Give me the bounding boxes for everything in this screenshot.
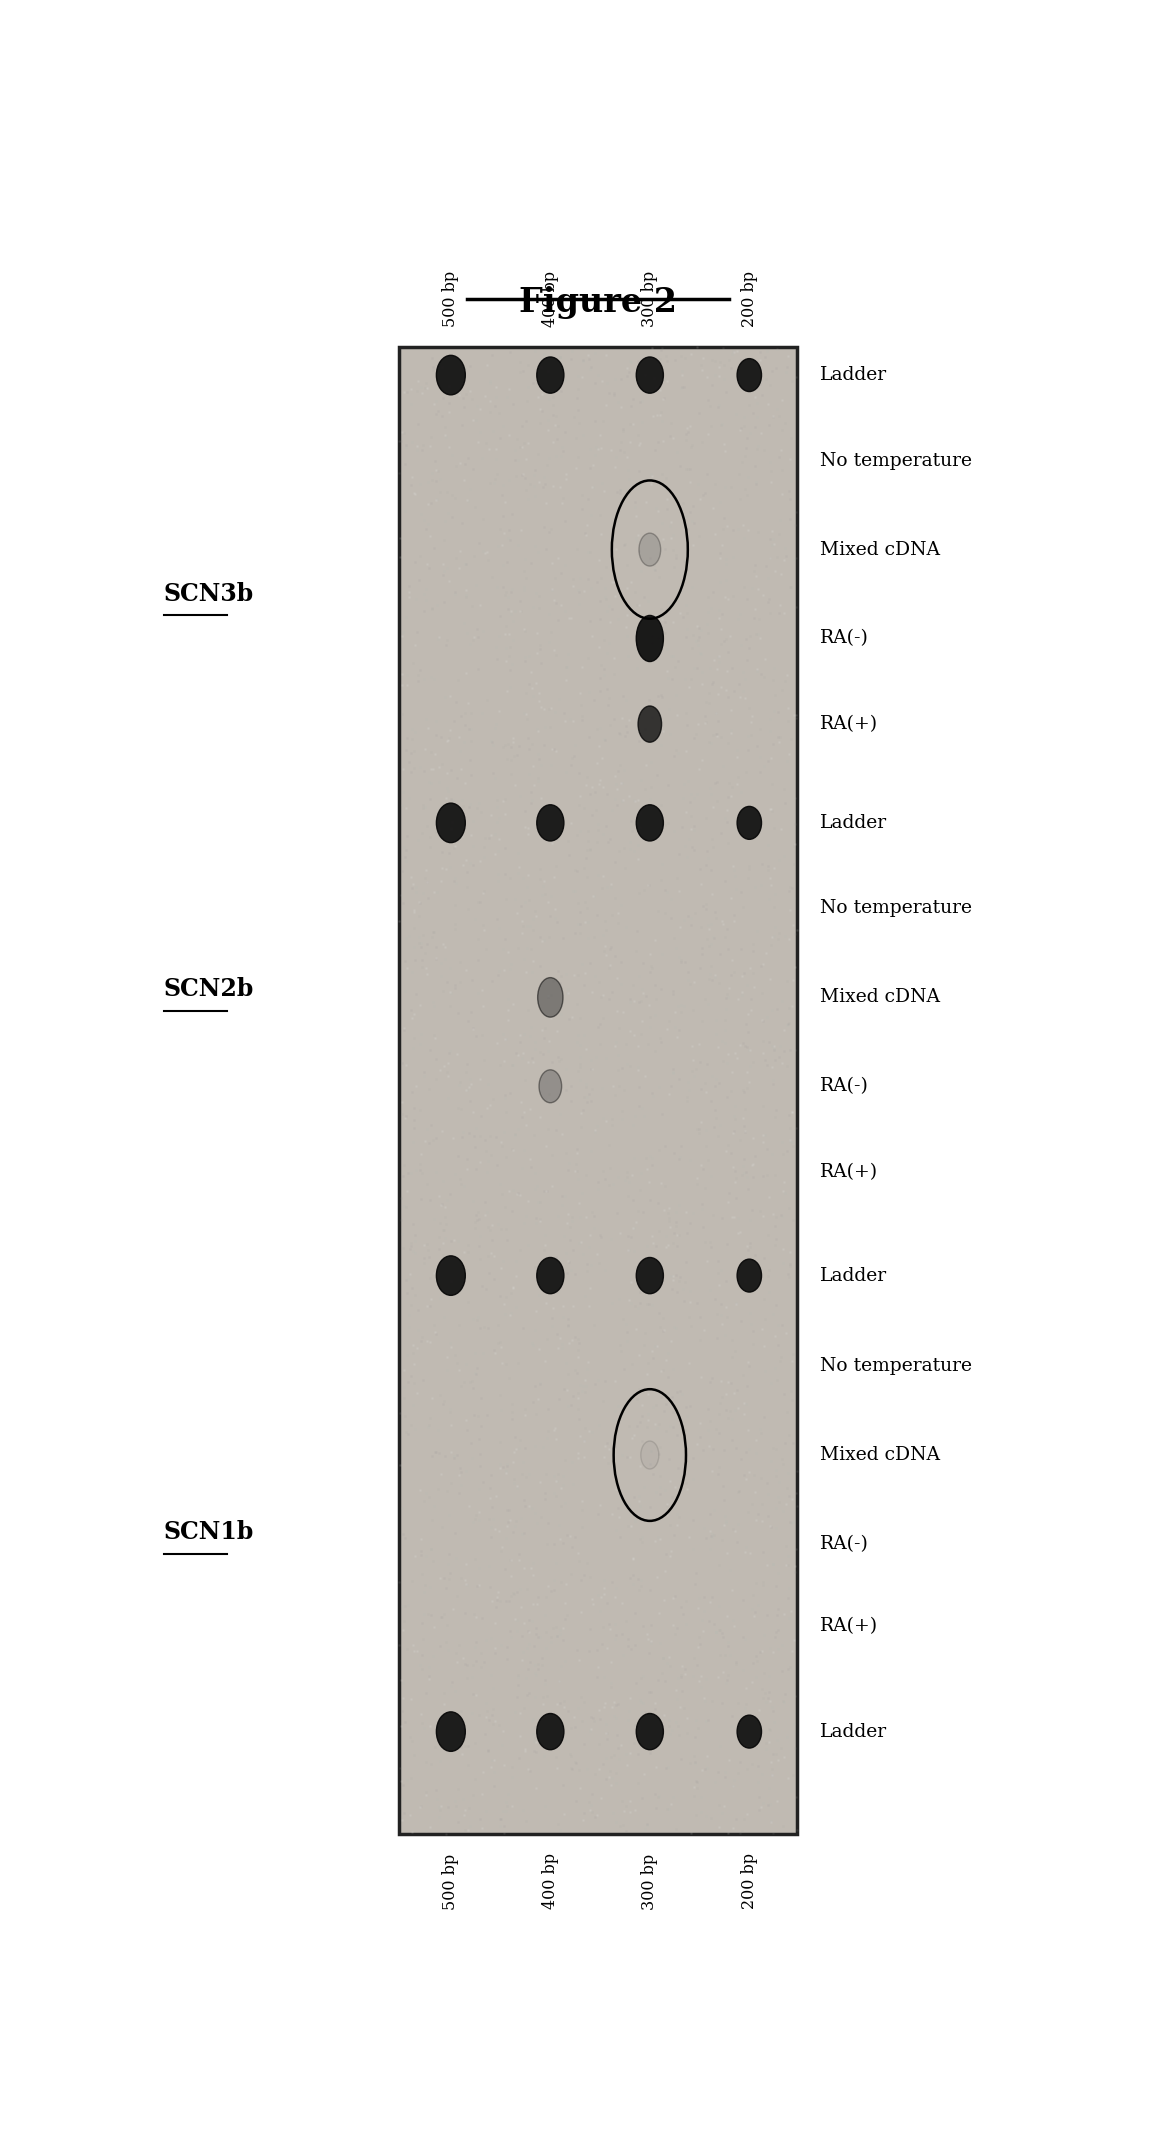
Text: 400 bp: 400 bp bbox=[541, 1854, 559, 1909]
Ellipse shape bbox=[436, 804, 466, 842]
Ellipse shape bbox=[738, 1715, 762, 1749]
Text: Figure 2: Figure 2 bbox=[519, 286, 677, 319]
Text: Ladder: Ladder bbox=[819, 1266, 887, 1285]
Text: RA(-): RA(-) bbox=[819, 629, 868, 648]
Ellipse shape bbox=[640, 532, 661, 567]
Ellipse shape bbox=[538, 977, 562, 1018]
Ellipse shape bbox=[539, 1069, 561, 1103]
Ellipse shape bbox=[636, 804, 663, 840]
Ellipse shape bbox=[636, 357, 663, 393]
Text: Ladder: Ladder bbox=[819, 366, 887, 385]
Text: Ladder: Ladder bbox=[819, 1723, 887, 1740]
Text: Mixed cDNA: Mixed cDNA bbox=[819, 988, 939, 1007]
Ellipse shape bbox=[436, 1713, 466, 1751]
Ellipse shape bbox=[537, 1257, 564, 1293]
Ellipse shape bbox=[638, 706, 662, 742]
Text: No temperature: No temperature bbox=[819, 900, 972, 917]
Ellipse shape bbox=[636, 1713, 663, 1749]
Text: 200 bp: 200 bp bbox=[741, 1854, 757, 1909]
Text: SCN3b: SCN3b bbox=[163, 582, 254, 605]
Ellipse shape bbox=[641, 1441, 659, 1469]
Text: RA(+): RA(+) bbox=[819, 714, 878, 733]
Ellipse shape bbox=[738, 1259, 762, 1291]
Ellipse shape bbox=[636, 1257, 663, 1293]
Text: RA(+): RA(+) bbox=[819, 1616, 878, 1636]
Text: No temperature: No temperature bbox=[819, 1358, 972, 1375]
Text: 500 bp: 500 bp bbox=[442, 1854, 460, 1909]
Text: 200 bp: 200 bp bbox=[741, 272, 757, 327]
Ellipse shape bbox=[738, 806, 762, 840]
Text: RA(-): RA(-) bbox=[819, 1535, 868, 1552]
Ellipse shape bbox=[436, 1255, 466, 1296]
Bar bbox=[399, 346, 797, 1834]
Ellipse shape bbox=[738, 359, 762, 391]
Text: 500 bp: 500 bp bbox=[442, 272, 460, 327]
Text: RA(-): RA(-) bbox=[819, 1078, 868, 1095]
Text: 300 bp: 300 bp bbox=[642, 1854, 658, 1909]
Text: 400 bp: 400 bp bbox=[541, 272, 559, 327]
Text: RA(+): RA(+) bbox=[819, 1163, 878, 1180]
Text: Ladder: Ladder bbox=[819, 815, 887, 832]
Text: Mixed cDNA: Mixed cDNA bbox=[819, 541, 939, 558]
Ellipse shape bbox=[436, 355, 466, 396]
Text: SCN2b: SCN2b bbox=[163, 977, 254, 1001]
Ellipse shape bbox=[537, 357, 564, 393]
Text: Mixed cDNA: Mixed cDNA bbox=[819, 1445, 939, 1465]
Ellipse shape bbox=[537, 1713, 564, 1749]
Ellipse shape bbox=[636, 616, 663, 661]
Text: 300 bp: 300 bp bbox=[642, 272, 658, 327]
Text: No temperature: No temperature bbox=[819, 451, 972, 470]
Text: SCN1b: SCN1b bbox=[163, 1520, 254, 1544]
Ellipse shape bbox=[537, 804, 564, 840]
